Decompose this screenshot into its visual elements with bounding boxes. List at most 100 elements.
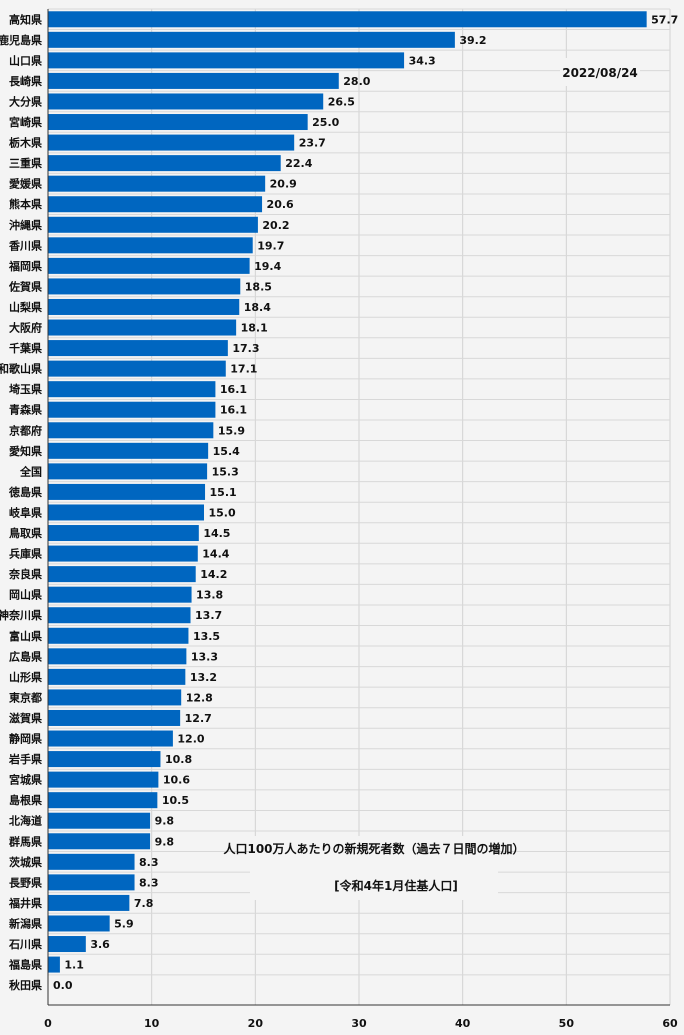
value-label: 8.3: [139, 856, 159, 869]
bars: [48, 11, 647, 973]
value-label: 19.7: [257, 239, 284, 252]
value-label: 14.4: [202, 548, 229, 561]
x-tick-label: 60: [662, 1017, 678, 1030]
bar: [48, 607, 191, 624]
bar: [48, 237, 253, 254]
value-label: 17.1: [230, 363, 257, 376]
category-label: 徳島県: [8, 485, 42, 499]
category-label: 北海道: [9, 814, 42, 828]
category-label: 京都府: [9, 423, 42, 437]
category-label: 埼玉県: [9, 382, 42, 396]
value-label: 15.4: [213, 445, 240, 458]
bar: [48, 155, 281, 172]
value-label: 1.1: [64, 959, 84, 972]
bar: [48, 52, 405, 69]
value-label: 18.4: [244, 301, 271, 314]
category-label: 栃木県: [9, 136, 42, 150]
bar: [48, 853, 135, 870]
category-label: 福島県: [8, 958, 42, 972]
category-label: 山口県: [9, 53, 42, 67]
category-label: 愛媛県: [9, 177, 42, 191]
bar: [48, 792, 158, 809]
category-label: 長崎県: [9, 74, 42, 88]
bar: [48, 72, 339, 89]
category-label: 高知県: [9, 12, 42, 26]
category-label: 滋賀県: [9, 711, 42, 725]
category-label: 沖縄県: [9, 218, 42, 232]
value-label: 9.8: [155, 815, 175, 828]
bar: [48, 874, 135, 891]
value-label: 15.9: [218, 424, 245, 437]
value-label: 13.7: [195, 609, 222, 622]
value-labels: 57.7 39.2 34.3 28.0 26.5 25.0 23.7 22.4 20.9 20.6…: [53, 13, 678, 992]
value-label: 16.1: [220, 383, 247, 396]
bar: [48, 915, 110, 932]
category-label: 鳥取県: [9, 526, 42, 540]
category-label: 新潟県: [9, 916, 42, 930]
category-label: 石川県: [8, 938, 42, 951]
category-label: 和歌山県: [0, 362, 42, 376]
bar: [48, 463, 208, 480]
category-label: 奈良県: [8, 567, 42, 581]
category-label: 愛知県: [9, 444, 42, 458]
bar: [48, 730, 173, 747]
category-label: 群馬県: [8, 834, 42, 848]
x-axis-ticks: 0 10 20 30 40 50 60: [44, 1017, 678, 1030]
category-label: 富山県: [9, 629, 42, 643]
bar: [48, 751, 161, 768]
bar: [48, 175, 266, 192]
x-tick-label: 20: [248, 1017, 264, 1030]
bar: [48, 525, 199, 542]
bar: [48, 648, 187, 665]
category-labels: 高知県鹿児島県山口県長崎県大分県宮崎県栃木県三重県愛媛県熊本県沖縄県香川県福岡県…: [0, 12, 42, 992]
value-label: 12.7: [185, 712, 212, 725]
category-label: 福岡県: [8, 259, 42, 273]
category-label: 鹿児島県: [0, 33, 42, 47]
value-label: 0.0: [53, 979, 73, 992]
category-label: 大阪府: [9, 321, 42, 335]
bar: [48, 360, 226, 377]
bar: [48, 298, 240, 315]
bar: [48, 668, 186, 685]
x-tick-label: 30: [351, 1017, 367, 1030]
bar: [48, 812, 151, 829]
bar: [48, 545, 198, 562]
chart-subtitle: [令和4年1月住基人口]: [334, 878, 458, 893]
category-label: 熊本県: [9, 197, 42, 211]
value-label: 13.3: [191, 650, 218, 663]
category-label: 茨城県: [9, 855, 42, 869]
bar: [48, 422, 214, 439]
value-label: 13.8: [196, 589, 223, 602]
bar: [48, 627, 189, 644]
bar: [48, 709, 181, 726]
category-label: 福井県: [8, 896, 42, 910]
value-label: 34.3: [409, 54, 436, 67]
value-label: 12.0: [177, 733, 204, 746]
title-box: [250, 836, 498, 900]
category-label: 香川県: [8, 238, 42, 252]
value-label: 15.3: [212, 465, 239, 478]
value-label: 26.5: [328, 95, 355, 108]
bar: [48, 196, 263, 213]
value-label: 20.2: [262, 219, 289, 232]
bar: [48, 319, 237, 336]
category-label: 佐賀県: [8, 279, 42, 293]
category-label: 三重県: [9, 156, 42, 170]
value-label: 18.1: [241, 322, 268, 335]
value-label: 20.6: [267, 198, 294, 211]
bar: [48, 586, 192, 603]
category-label: 山梨県: [9, 300, 42, 314]
bar: [48, 566, 196, 583]
value-label: 23.7: [299, 137, 326, 150]
date-box: [560, 58, 640, 86]
bar: [48, 216, 258, 233]
value-label: 3.6: [90, 938, 110, 951]
value-label: 10.5: [162, 794, 189, 807]
x-tick-label: 0: [44, 1017, 52, 1030]
value-label: 13.2: [190, 671, 217, 684]
bar: [48, 771, 159, 788]
x-tick-label: 40: [455, 1017, 471, 1030]
x-tick-label: 10: [144, 1017, 160, 1030]
category-label: 島根県: [9, 793, 42, 807]
